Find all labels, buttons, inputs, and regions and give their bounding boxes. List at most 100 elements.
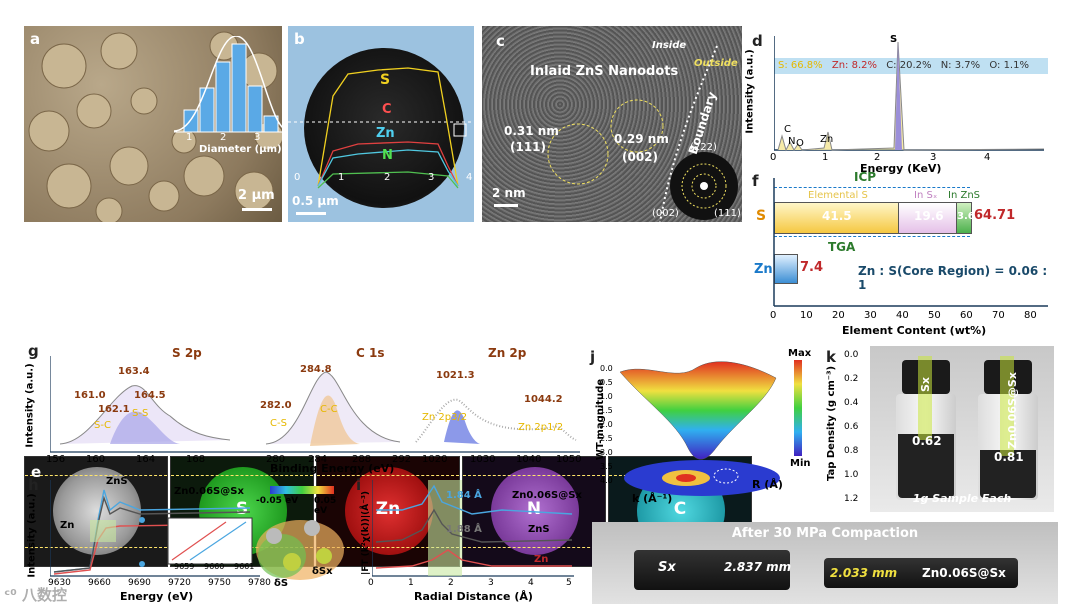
f-axes [773,178,1048,307]
axis-tick: 9690 [128,578,151,588]
axis-tick: 2 [384,172,391,183]
hist-tick: 2 [220,132,227,143]
map-label: C [673,499,687,519]
axis-tick: 3 [488,578,494,588]
panel-label: h [28,476,39,494]
axis-tick: 1 [822,152,829,163]
axis-tick: 9660 [88,578,111,588]
s-comp-sc: S-C [94,420,111,431]
pellet-zns [824,558,1018,588]
axis-tick: 156 [46,454,66,465]
z-tick: 0.5 [600,378,613,387]
g-ylabel: Intensity (a.u.) [24,363,36,448]
scale-bar: 0.5 μm [292,194,339,208]
d-spacing-1: 0.31 nm [504,124,559,138]
h-zn: Zn [60,520,75,531]
d-xlabel: Energy (KeV) [860,162,942,175]
s-peak-163: 163.4 [118,366,150,377]
axis-tick: 0.2 [844,374,859,384]
axis-tick: 20 [832,310,845,321]
i-s1: Zn0.06S@Sx [512,490,582,501]
bottle2-value: 0.81 [994,450,1024,464]
c-peak-282: 282.0 [260,400,292,411]
cbar-max: 0.05 eV [314,496,337,516]
axis-tick: 164 [136,454,156,465]
z-tick: 0.0 [600,364,613,373]
k-ylabel: Tap Density (g cm⁻³) [826,365,838,482]
zn-comp-3-2: Zn 2p3/2 [422,412,468,423]
cmap-max: Max [788,348,812,359]
colorbar [270,486,334,494]
plane-2: (002) [622,150,659,164]
panel-k-density: k Tap Density (g cm⁻³) 0.0 0.2 0.4 0.6 0… [822,344,1058,516]
ratio-label: Zn : S(Core Region) = 0.06 : 1 [858,264,1048,292]
in-zns-label: In ZnS [948,190,981,201]
axis-tick: 284 [308,454,328,465]
axis-tick: 0.6 [844,422,859,432]
panel-b-tem: b S C Zn N 0 1 2 3 4 0.5 μm [288,26,474,222]
z-tick: 1.0 [600,392,613,401]
f-xlabel: Element Content (wt%) [842,324,987,337]
particle [304,48,464,208]
hist-tick: 3 [254,132,261,143]
i-v1: 1.84 Å [446,490,482,501]
delta-s: δS [274,578,289,589]
axis-tick: 2 [448,578,454,588]
axis-tick: 3 [930,152,937,163]
inset-tick: 9661 [234,562,255,571]
bottle-sx [896,356,956,500]
axis-tick: 9720 [168,578,191,588]
hrtem-title: Inlaid ZnS Nanodots [530,64,679,79]
zn-comp-1-2: Zn 2p1/2 [518,422,564,433]
scale-bar-line [242,208,272,211]
pellet-sx [634,550,790,590]
banner-o: O: 1.1% [989,60,1029,71]
peak-n: N [788,136,796,147]
elemental-s-label: Elemental S [808,190,868,201]
scale-bar: 2 nm [492,186,526,200]
peak-zn: Zn [820,134,834,145]
axis-tick: 4 [528,578,534,588]
banner-n: N: 3.7% [940,60,981,71]
s-comp-ss: S-S [132,408,149,419]
panel-label: g [28,342,39,360]
h-ylabel: Intensity (a.u.) [26,493,38,578]
axis-tick: 60 [960,310,973,321]
axis-tick: 3 [428,172,435,183]
i-s3: Zn [534,554,549,565]
axis-tick: 0.4 [844,398,859,408]
axis-tick: 160 [86,454,106,465]
z-tick: 2.5 [600,434,613,443]
axis-tick: 4 [466,172,473,183]
inside-label: Inside [652,40,687,51]
cmap-min: Min [790,458,811,469]
panel-label: a [30,30,41,48]
bottle1-value: 0.62 [912,434,942,448]
axis-tick: 1040 [516,454,542,465]
sample-note: 1g Sample Each [912,492,1012,505]
s-label: S [756,208,767,224]
saed-222: (222) [690,142,717,153]
axis-tick: 2 [874,152,881,163]
wavelet-surface [619,361,780,496]
composition-banner: S: 66.8% Zn: 8.2% C: 20.2% N: 3.7% O: 1.… [774,58,1048,74]
axis-tick: 0.0 [844,350,859,360]
axis-tick: 1020 [422,454,448,465]
label-s: S [380,72,391,88]
axis-tick: 168 [186,454,206,465]
bottle2-label: Zn0.06S@Sx [1005,372,1019,449]
scale-bar-line [494,204,518,207]
axis-tick: 288 [352,454,372,465]
g-title-c1s: C 1s [356,346,385,360]
pellet1-label: Sx [658,560,676,575]
zn-label: Zn [754,262,773,277]
j-xlabel: k (Å⁻¹) [632,492,673,505]
peak-c: C [784,124,791,135]
panel-label: e [31,463,42,481]
panel-label: d [752,32,763,50]
map-label: S [235,499,249,519]
axis-tick: 1 [338,172,345,183]
panel-c-hrtem: c Inlaid ZnS Nanodots Inside Outside Bou… [482,26,742,222]
tga-label: TGA [828,240,856,254]
pellet2-thickness: 2.033 mm [830,566,898,580]
